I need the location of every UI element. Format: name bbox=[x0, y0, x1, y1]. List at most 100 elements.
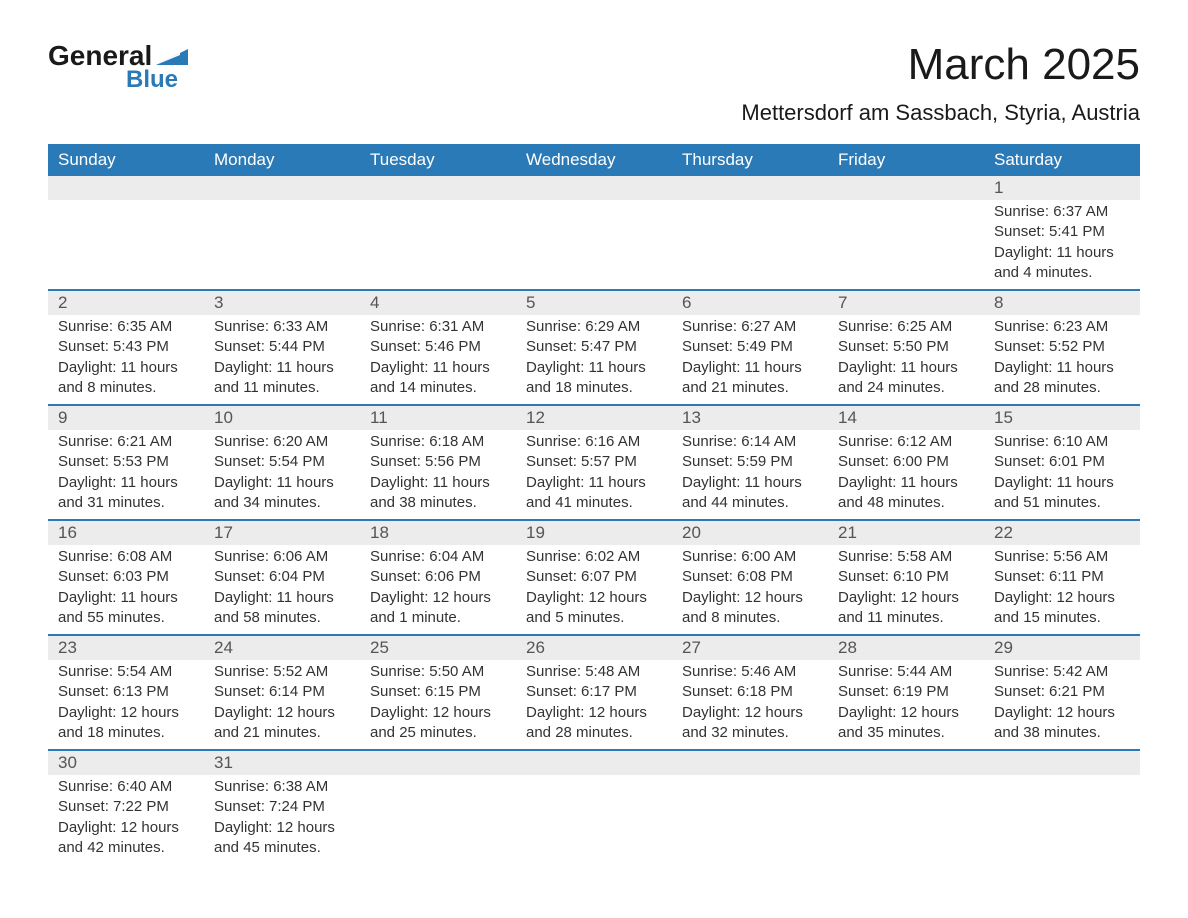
day-number: 19 bbox=[516, 521, 672, 545]
sunrise-text: Sunrise: 6:18 AM bbox=[370, 432, 506, 452]
sunrise-text: Sunrise: 6:06 AM bbox=[214, 547, 350, 567]
sunrise-text: Sunrise: 6:12 AM bbox=[838, 432, 974, 452]
daylight-text: Daylight: 12 hours and 35 minutes. bbox=[838, 703, 974, 744]
sunset-text: Sunset: 6:04 PM bbox=[214, 567, 350, 587]
day-cell-info: Sunrise: 6:33 AMSunset: 5:44 PMDaylight:… bbox=[204, 315, 360, 405]
day-cell-info: Sunrise: 5:42 AMSunset: 6:21 PMDaylight:… bbox=[984, 660, 1140, 750]
day-cell-number: 1 bbox=[984, 176, 1140, 200]
day-cell-info bbox=[984, 775, 1140, 864]
sunrise-text: Sunrise: 6:37 AM bbox=[994, 202, 1130, 222]
calendar-table: Sunday Monday Tuesday Wednesday Thursday… bbox=[48, 144, 1140, 864]
sunrise-text: Sunrise: 6:38 AM bbox=[214, 777, 350, 797]
daynum-row: 1 bbox=[48, 176, 1140, 200]
daylight-text: Daylight: 11 hours and 44 minutes. bbox=[682, 473, 818, 514]
sunset-text: Sunset: 5:57 PM bbox=[526, 452, 662, 472]
day-cell-info bbox=[672, 200, 828, 290]
sunset-text: Sunset: 6:00 PM bbox=[838, 452, 974, 472]
day-cell-number: 21 bbox=[828, 520, 984, 545]
sunrise-text: Sunrise: 6:40 AM bbox=[58, 777, 194, 797]
day-number: 5 bbox=[516, 291, 672, 315]
day-cell-number bbox=[48, 176, 204, 200]
day-cell-info: Sunrise: 6:14 AMSunset: 5:59 PMDaylight:… bbox=[672, 430, 828, 520]
day-cell-number: 7 bbox=[828, 290, 984, 315]
day-cell-info: Sunrise: 5:52 AMSunset: 6:14 PMDaylight:… bbox=[204, 660, 360, 750]
weekday-header: Monday bbox=[204, 144, 360, 176]
day-cell-number: 2 bbox=[48, 290, 204, 315]
day-cell-info bbox=[204, 200, 360, 290]
daylight-text: Daylight: 12 hours and 15 minutes. bbox=[994, 588, 1130, 629]
day-cell-number: 25 bbox=[360, 635, 516, 660]
day-number: 30 bbox=[48, 751, 204, 775]
day-cell-info: Sunrise: 6:00 AMSunset: 6:08 PMDaylight:… bbox=[672, 545, 828, 635]
daylight-text: Daylight: 11 hours and 4 minutes. bbox=[994, 243, 1130, 284]
daylight-text: Daylight: 12 hours and 11 minutes. bbox=[838, 588, 974, 629]
day-number: 26 bbox=[516, 636, 672, 660]
daylight-text: Daylight: 11 hours and 41 minutes. bbox=[526, 473, 662, 514]
day-cell-number bbox=[360, 176, 516, 200]
day-number: 31 bbox=[204, 751, 360, 775]
day-cell-info: Sunrise: 6:40 AMSunset: 7:22 PMDaylight:… bbox=[48, 775, 204, 864]
day-cell-number: 14 bbox=[828, 405, 984, 430]
day-number: 24 bbox=[204, 636, 360, 660]
info-row: Sunrise: 6:40 AMSunset: 7:22 PMDaylight:… bbox=[48, 775, 1140, 864]
sunset-text: Sunset: 7:24 PM bbox=[214, 797, 350, 817]
day-cell-info: Sunrise: 6:12 AMSunset: 6:00 PMDaylight:… bbox=[828, 430, 984, 520]
daylight-text: Daylight: 12 hours and 28 minutes. bbox=[526, 703, 662, 744]
info-row: Sunrise: 6:35 AMSunset: 5:43 PMDaylight:… bbox=[48, 315, 1140, 405]
sunset-text: Sunset: 5:41 PM bbox=[994, 222, 1130, 242]
weekday-header: Wednesday bbox=[516, 144, 672, 176]
day-number bbox=[360, 176, 516, 198]
sunrise-text: Sunrise: 6:00 AM bbox=[682, 547, 818, 567]
weekday-header-row: Sunday Monday Tuesday Wednesday Thursday… bbox=[48, 144, 1140, 176]
day-cell-info: Sunrise: 5:46 AMSunset: 6:18 PMDaylight:… bbox=[672, 660, 828, 750]
day-cell-info bbox=[48, 200, 204, 290]
sunset-text: Sunset: 5:44 PM bbox=[214, 337, 350, 357]
sunrise-text: Sunrise: 6:20 AM bbox=[214, 432, 350, 452]
day-cell-number: 22 bbox=[984, 520, 1140, 545]
day-cell-number: 28 bbox=[828, 635, 984, 660]
day-cell-number bbox=[516, 750, 672, 775]
day-cell-number bbox=[360, 750, 516, 775]
day-number: 4 bbox=[360, 291, 516, 315]
sunset-text: Sunset: 6:10 PM bbox=[838, 567, 974, 587]
daylight-text: Daylight: 11 hours and 8 minutes. bbox=[58, 358, 194, 399]
day-number bbox=[360, 751, 516, 773]
day-cell-info: Sunrise: 5:50 AMSunset: 6:15 PMDaylight:… bbox=[360, 660, 516, 750]
sunrise-text: Sunrise: 5:46 AM bbox=[682, 662, 818, 682]
day-number: 6 bbox=[672, 291, 828, 315]
weekday-header: Sunday bbox=[48, 144, 204, 176]
day-number: 22 bbox=[984, 521, 1140, 545]
day-cell-info bbox=[828, 200, 984, 290]
sunset-text: Sunset: 5:54 PM bbox=[214, 452, 350, 472]
sunrise-text: Sunrise: 6:33 AM bbox=[214, 317, 350, 337]
sunrise-text: Sunrise: 6:02 AM bbox=[526, 547, 662, 567]
logo: General Blue bbox=[48, 40, 188, 94]
weekday-header: Friday bbox=[828, 144, 984, 176]
daylight-text: Daylight: 12 hours and 5 minutes. bbox=[526, 588, 662, 629]
sunset-text: Sunset: 6:15 PM bbox=[370, 682, 506, 702]
daylight-text: Daylight: 12 hours and 8 minutes. bbox=[682, 588, 818, 629]
day-number: 21 bbox=[828, 521, 984, 545]
logo-word2: Blue bbox=[126, 66, 178, 94]
sunset-text: Sunset: 5:46 PM bbox=[370, 337, 506, 357]
day-number: 27 bbox=[672, 636, 828, 660]
sunrise-text: Sunrise: 6:35 AM bbox=[58, 317, 194, 337]
sunset-text: Sunset: 5:59 PM bbox=[682, 452, 818, 472]
day-cell-number: 5 bbox=[516, 290, 672, 315]
day-number: 15 bbox=[984, 406, 1140, 430]
info-row: Sunrise: 6:08 AMSunset: 6:03 PMDaylight:… bbox=[48, 545, 1140, 635]
daylight-text: Daylight: 11 hours and 18 minutes. bbox=[526, 358, 662, 399]
daylight-text: Daylight: 11 hours and 31 minutes. bbox=[58, 473, 194, 514]
calendar-body: 1Sunrise: 6:37 AMSunset: 5:41 PMDaylight… bbox=[48, 176, 1140, 864]
day-cell-info bbox=[360, 200, 516, 290]
day-cell-number: 19 bbox=[516, 520, 672, 545]
day-cell-number: 12 bbox=[516, 405, 672, 430]
sunrise-text: Sunrise: 6:29 AM bbox=[526, 317, 662, 337]
day-cell-info: Sunrise: 6:20 AMSunset: 5:54 PMDaylight:… bbox=[204, 430, 360, 520]
daylight-text: Daylight: 12 hours and 38 minutes. bbox=[994, 703, 1130, 744]
day-cell-info: Sunrise: 5:48 AMSunset: 6:17 PMDaylight:… bbox=[516, 660, 672, 750]
day-cell-number bbox=[204, 176, 360, 200]
sunset-text: Sunset: 5:52 PM bbox=[994, 337, 1130, 357]
day-number: 7 bbox=[828, 291, 984, 315]
weekday-header: Tuesday bbox=[360, 144, 516, 176]
